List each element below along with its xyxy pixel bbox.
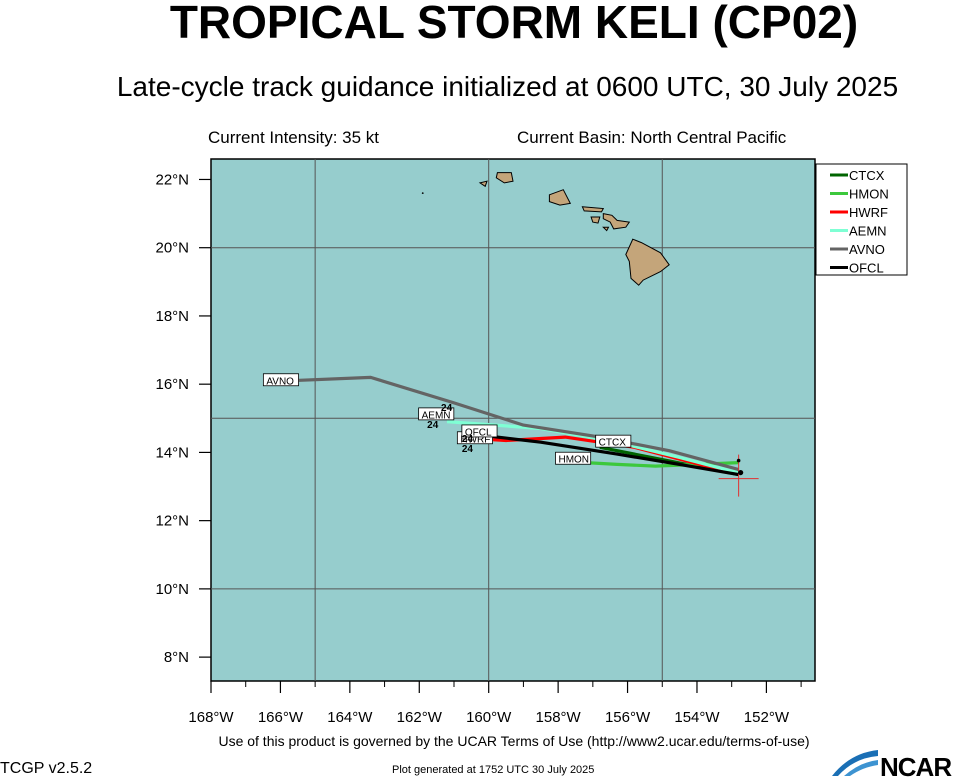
svg-text:HWRF: HWRF	[849, 205, 888, 220]
lon-tick-label: 160°W	[466, 709, 512, 726]
lon-tick-label: 162°W	[397, 709, 443, 726]
island-kauai	[495, 172, 514, 184]
track-ofcl	[467, 432, 739, 477]
ncar-logo-icon	[832, 750, 878, 776]
svg-text:CTCX: CTCX	[849, 168, 885, 183]
lon-tick-label: 158°W	[536, 709, 582, 726]
ncar-logo-text: NCAR	[880, 752, 952, 782]
island-maui	[602, 212, 631, 230]
lon-tick-label: 152°W	[744, 709, 790, 726]
island-kahoolawe	[602, 226, 610, 232]
lat-tick-label: 10°N	[155, 581, 189, 598]
svg-text:OFCL: OFCL	[849, 261, 884, 276]
ocean-background	[210, 158, 816, 682]
svg-text:AVNO: AVNO	[849, 242, 885, 257]
storm-position-dot	[736, 458, 741, 463]
island-oahu	[548, 189, 572, 206]
current-intensity: Current Intensity: 35 kt	[208, 128, 380, 147]
lat-tick-label: 18°N	[155, 308, 189, 325]
forecast-hour-label: 24	[462, 444, 474, 455]
legend-item-ctcx: CTCX	[830, 168, 885, 183]
lon-tick-label: 168°W	[188, 709, 234, 726]
svg-text:HMON: HMON	[849, 187, 889, 202]
svg-text:AEMN: AEMN	[422, 410, 451, 421]
lat-tick-label: 16°N	[155, 376, 189, 393]
storm-position-marker	[718, 454, 759, 497]
lon-tick-label: 166°W	[258, 709, 304, 726]
svg-text:OFCL: OFCL	[465, 427, 492, 438]
lon-tick-label: 164°W	[327, 709, 373, 726]
legend-item-hwrf: HWRF	[830, 205, 888, 220]
track-avno	[287, 375, 740, 472]
lat-tick-label: 8°N	[164, 649, 189, 666]
svg-text:HWRF: HWRF	[460, 434, 490, 445]
lat-tick-label: 12°N	[155, 513, 189, 530]
forecast-hour-label: 24	[441, 403, 453, 414]
page-title: TROPICAL STORM KELI (CP02)	[169, 0, 859, 48]
lat-tick-label: 20°N	[155, 240, 189, 257]
forecast-hour-label: 24	[462, 434, 474, 445]
island-hawaii	[625, 238, 670, 286]
axis-ticks: 22°N 20°N 18°N 16°N 14°N 12°N 10°N 8°N 168°W 166°…	[155, 171, 802, 726]
track-lines	[287, 375, 740, 477]
generated-timestamp: Plot generated at 1752 UTC 30 July 2025	[392, 764, 595, 776]
island-lanai	[590, 216, 601, 224]
legend-item-aemn: AEMN	[830, 224, 887, 239]
island-dot	[421, 192, 424, 195]
legend: CTCX HMON HWRF AEMN AVNO OFCL	[815, 163, 908, 276]
track-label-ctcx: CTCX	[595, 434, 632, 449]
svg-text:CTCX: CTCX	[599, 438, 627, 449]
track-label-aemn: AEMN	[418, 407, 455, 421]
version-label: TCGP v2.5.2	[0, 760, 93, 777]
lat-tick-label: 14°N	[155, 444, 189, 461]
lon-tick-label: 156°W	[605, 709, 651, 726]
svg-text:AEMN: AEMN	[849, 224, 887, 239]
legend-item-ofcl: OFCL	[830, 261, 884, 276]
lon-tick-label: 154°W	[674, 709, 720, 726]
page-subtitle: Late-cycle track guidance initialized at…	[116, 71, 899, 102]
forecast-hour-label: 24	[427, 420, 439, 431]
legend-item-hmon: HMON	[830, 187, 889, 202]
lat-tick-label: 22°N	[155, 171, 189, 188]
island-molokai	[581, 206, 605, 213]
track-label-avno: AVNO	[262, 373, 299, 387]
grid-lines	[211, 159, 815, 681]
island-niihau	[478, 180, 488, 188]
track-hmon	[585, 461, 739, 468]
svg-text:HMON: HMON	[558, 455, 589, 466]
current-basin: Current Basin: North Central Pacific	[517, 128, 787, 147]
svg-text:AVNO: AVNO	[266, 376, 294, 387]
hawaiian-islands	[421, 172, 670, 286]
terms-of-use: Use of this product is governed by the U…	[218, 733, 810, 749]
legend-item-avno: AVNO	[830, 242, 885, 257]
track-label-ofcl: OFCL	[461, 424, 498, 438]
track-label-hmon: HMON	[555, 451, 592, 466]
storm-position-dot	[738, 469, 744, 476]
